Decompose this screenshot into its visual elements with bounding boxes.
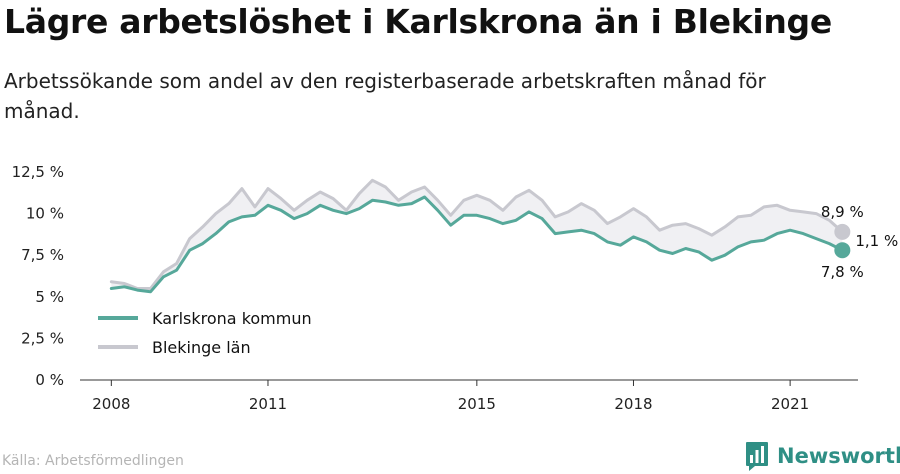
y-tick-label: 10 % bbox=[26, 205, 64, 223]
y-tick-label: 12,5 % bbox=[12, 163, 64, 181]
end-point-blekinge-lan bbox=[834, 223, 851, 240]
end-label-karlskrona-kommun: 7,8 % bbox=[821, 263, 864, 281]
x-tick-label: 2021 bbox=[771, 395, 809, 413]
difference-area bbox=[111, 180, 843, 292]
end-label-blekinge-lan: 8,9 % bbox=[821, 203, 864, 221]
end-point-karlskrona-kommun bbox=[834, 242, 851, 259]
legend: Karlskrona kommun Blekinge län bbox=[90, 302, 340, 368]
y-tick-label: 2,5 % bbox=[21, 329, 64, 347]
legend-label-blekinge-lan: Blekinge län bbox=[152, 338, 251, 357]
y-axis: 0 % 2,5 % 5 % 7,5 % 10 % 12,5 % bbox=[12, 163, 64, 389]
series-line-karlskrona-kommun bbox=[109, 195, 844, 294]
chart-title: Lägre arbetslöshet i Karlskrona än i Ble… bbox=[4, 2, 832, 41]
y-tick-label: 7,5 % bbox=[21, 246, 64, 264]
x-tick-label: 2015 bbox=[458, 395, 496, 413]
x-tick-label: 2008 bbox=[92, 395, 130, 413]
y-tick-label: 0 % bbox=[35, 371, 64, 389]
legend-label-karlskrona-kommun: Karlskrona kommun bbox=[152, 309, 312, 328]
series-line-blekinge-lan bbox=[109, 178, 844, 290]
x-tick-label: 2018 bbox=[614, 395, 652, 413]
chart-subtitle: Arbetssökande som andel av den registerb… bbox=[4, 69, 766, 123]
x-axis: 2008 2011 2015 2018 2021 bbox=[92, 380, 809, 413]
y-tick-label: 5 % bbox=[35, 288, 64, 306]
x-tick-label: 2011 bbox=[249, 395, 287, 413]
legend-background bbox=[90, 302, 340, 368]
bar-chart-logo-icon bbox=[746, 442, 768, 471]
difference-label: 1,1 % bbox=[855, 232, 898, 250]
brand-logo: Newsworthy bbox=[745, 440, 900, 472]
source-note: Källa: Arbetsförmedlingen bbox=[2, 453, 184, 469]
brand-name: Newsworthy bbox=[777, 444, 900, 468]
